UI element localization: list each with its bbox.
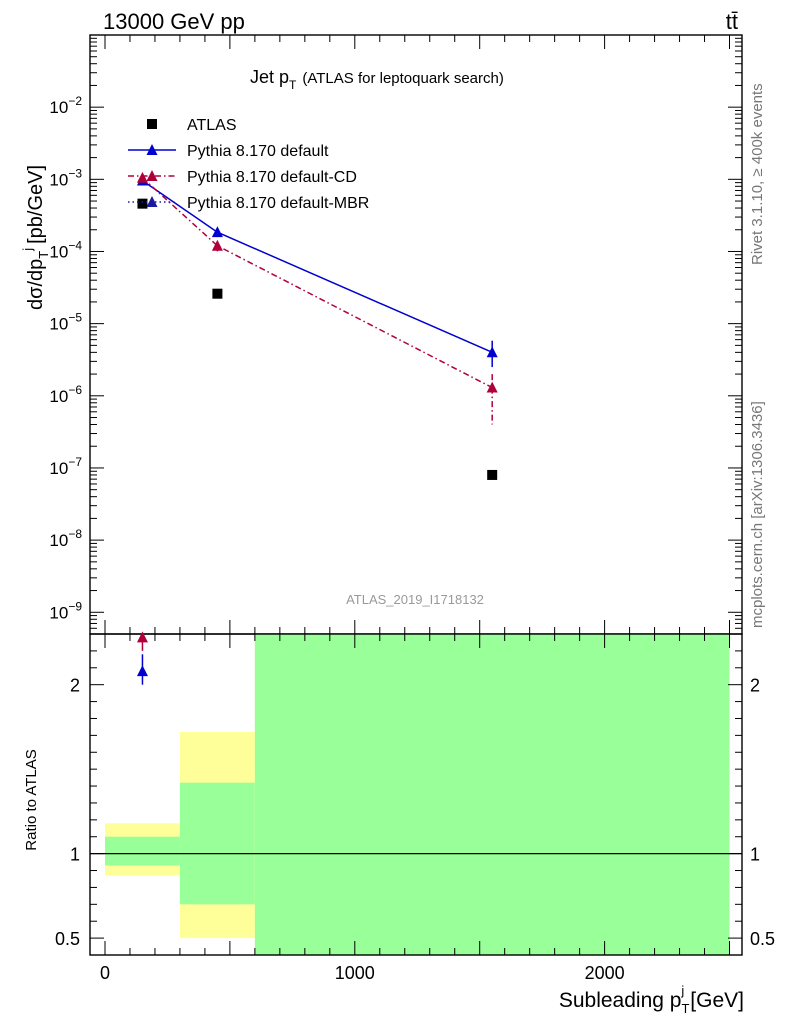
x-tick-label: 2000	[585, 963, 625, 983]
data-point	[211, 226, 223, 238]
legend-marker	[146, 144, 158, 155]
series-line	[141, 177, 493, 389]
y-tick-label: 10−5	[49, 311, 82, 334]
ratio-y-tick-label-right: 2	[750, 676, 760, 696]
data-point	[486, 381, 498, 393]
y-tick-label: 10−8	[49, 527, 82, 550]
data-point	[136, 171, 148, 183]
data-point	[212, 288, 223, 299]
x-tick-label: 0	[100, 963, 110, 983]
ratio-y-tick-label: 2	[70, 676, 80, 696]
legend-marker	[147, 119, 157, 129]
y-tick-label: 10−3	[49, 166, 82, 189]
legend-marker	[146, 196, 158, 207]
ratio-y-tick-label-right: 1	[750, 845, 760, 865]
ratio-y-tick-label: 1	[70, 845, 80, 865]
analysis-watermark: ATLAS_2019_I1718132	[346, 592, 484, 607]
x-axis-label: Subleading pTj [GeV]	[559, 983, 744, 1016]
ratio-y-tick-label: 0.5	[55, 929, 80, 949]
ratio-plot-area: 0 1000 2000 0.5 0.5 1 1 2 2	[55, 631, 775, 983]
y-tick-label: 10−4	[49, 238, 82, 261]
ratio-frame	[89, 633, 743, 956]
ratio-y-axis-label: Ratio to ATLAS	[23, 749, 40, 850]
legend: ATLAS Pythia 8.170 default Pythia 8.170 de…	[128, 117, 369, 212]
ratio-y-tick-label-right: 0.5	[750, 929, 775, 949]
legend-marker	[146, 170, 158, 181]
data-point	[137, 198, 148, 209]
header-left: 13000 GeV pp	[103, 9, 245, 34]
legend-label: Pythia 8.170 default-MBR	[187, 195, 369, 212]
y-tick-label: 10−6	[49, 383, 82, 406]
ratio-point	[136, 665, 148, 677]
mcplots-label: mcplots.cern.ch [arXiv:1306.3436]	[749, 401, 766, 628]
chart-title: Jet pT (ATLAS for leptoquark search)	[250, 67, 504, 92]
y-tick-label: 10−2	[49, 94, 82, 117]
y-tick-label: 10−7	[49, 455, 82, 478]
data-point	[487, 469, 498, 480]
uncertainty-band-green	[104, 836, 180, 866]
y-axis-label: dσ/dpTj[pb/GeV]	[20, 165, 51, 310]
legend-label: ATLAS	[187, 117, 237, 134]
rivet-label: Rivet 3.1.10, ≥ 400k events	[749, 83, 766, 265]
x-tick-label: 1000	[335, 963, 375, 983]
y-tick-label: 10−9	[49, 599, 82, 622]
uncertainty-band-green	[254, 634, 730, 955]
legend-label: Pythia 8.170 default	[187, 143, 329, 160]
uncertainty-band-green	[179, 782, 255, 905]
data-point	[486, 346, 498, 358]
legend-label: Pythia 8.170 default-CD	[187, 169, 357, 186]
data-point	[211, 239, 223, 251]
header-right: tt̄	[726, 9, 738, 34]
ratio-point	[136, 631, 148, 643]
